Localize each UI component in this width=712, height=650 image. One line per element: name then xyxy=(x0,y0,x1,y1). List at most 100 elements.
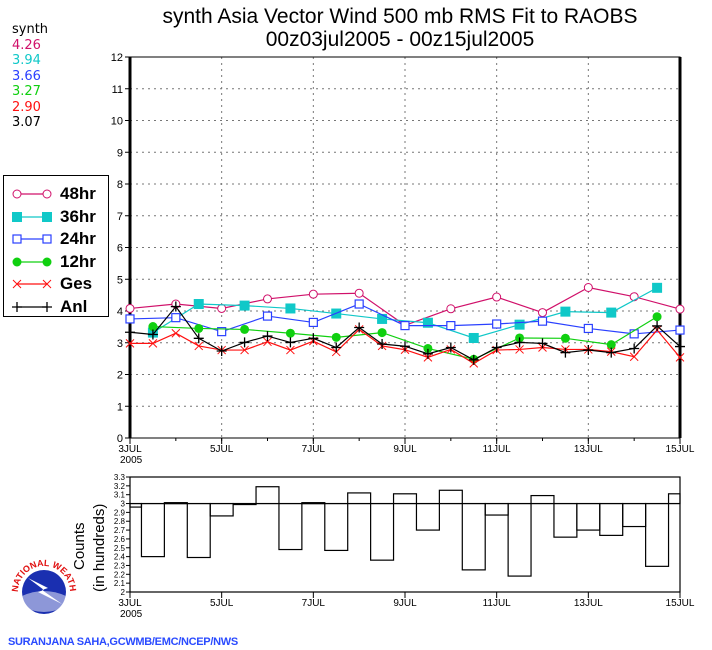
data-point-anl xyxy=(285,337,296,348)
data-point-ges xyxy=(263,337,272,347)
y-tick-label: 3.3 xyxy=(114,473,126,482)
data-point-48hr xyxy=(675,304,685,314)
data-point-48hr xyxy=(125,303,135,313)
y-tick-label: 6 xyxy=(117,243,123,255)
y-tick-label: 2 xyxy=(121,588,126,597)
legend-item-24hr: 24hr xyxy=(12,229,108,249)
data-point-12hr xyxy=(423,343,433,353)
data-point-24hr xyxy=(492,319,502,329)
data-point-ges xyxy=(629,352,639,362)
data-point-36hr xyxy=(606,307,617,318)
chart-title: synth Asia Vector Wind 500 mb RMS Fit to… xyxy=(162,5,637,28)
y-tick-label: 4 xyxy=(117,306,123,318)
legend-swatch xyxy=(12,234,52,244)
data-point-24hr xyxy=(675,325,685,335)
y-tick-label: 2.8 xyxy=(114,517,126,526)
stats-header: synth xyxy=(12,22,49,37)
legend-swatch xyxy=(12,257,52,266)
x-tick-label: 5JUL xyxy=(210,598,234,609)
data-point-anl xyxy=(331,342,342,353)
count-bar xyxy=(392,493,418,505)
data-point-12hr xyxy=(560,333,570,343)
data-point-24hr xyxy=(537,316,548,326)
y-axis-label: Counts xyxy=(71,522,88,570)
count-bar xyxy=(209,502,234,517)
count-bar xyxy=(530,494,555,505)
data-point-anl xyxy=(583,345,594,356)
y-axis-label-units: (in hundreds) xyxy=(91,504,108,592)
data-point-36hr xyxy=(422,317,433,328)
y-tick-label: 2.7 xyxy=(114,526,126,535)
data-point-48hr xyxy=(263,294,272,304)
legend-marker xyxy=(42,279,52,289)
data-point-36hr xyxy=(560,306,571,317)
legend-marker xyxy=(42,189,52,199)
count-bar xyxy=(667,493,681,505)
data-point-48hr xyxy=(446,304,456,314)
x-tick-label: 11JUL xyxy=(483,444,512,455)
count-bar xyxy=(186,502,211,559)
series-12hr xyxy=(148,312,662,364)
series-anl xyxy=(125,301,685,365)
credit-text: SURANJANA SAHA,GCWMB/EMC/NCEP/NWS xyxy=(8,636,238,648)
data-point-24hr xyxy=(171,313,181,323)
count-bar xyxy=(140,502,165,558)
legend-label: 12hr xyxy=(60,251,96,271)
count-bar xyxy=(438,489,463,505)
data-point-48hr xyxy=(583,283,593,293)
data-point-24hr xyxy=(125,314,135,324)
legend-item-ges: Ges xyxy=(12,274,108,294)
count-bar xyxy=(507,502,532,577)
stats-panel: synth 4.26 3.94 3.66 3.27 2.90 3.07 xyxy=(12,22,48,131)
data-point-24hr xyxy=(217,327,227,337)
legend-item-48hr: 48hr xyxy=(12,184,108,204)
y-tick-label: 2.2 xyxy=(114,570,126,579)
legend-marker xyxy=(12,189,22,199)
legend-marker xyxy=(12,211,22,222)
data-point-anl xyxy=(170,301,181,312)
stats-value: 3.27 xyxy=(12,84,41,99)
y-tick-label: 10 xyxy=(111,116,123,128)
legend-label: 36hr xyxy=(60,206,96,226)
x-tick-label: 7JUL xyxy=(302,598,326,609)
x-tick-label: 9JUL xyxy=(393,444,417,455)
stats-value: 2.90 xyxy=(12,99,41,115)
y-tick-label: 1 xyxy=(117,401,123,413)
x-tick-label: 9JUL xyxy=(393,598,417,609)
x-year-label: 2005 xyxy=(120,455,143,466)
count-bar xyxy=(370,502,395,561)
data-point-12hr xyxy=(285,328,295,338)
legend-marker xyxy=(12,301,22,312)
data-point-ges xyxy=(148,339,158,348)
stats-value: 4.26 xyxy=(12,37,41,53)
stats-value: 3.94 xyxy=(12,53,41,68)
data-point-36hr xyxy=(239,300,250,311)
data-point-48hr xyxy=(492,292,502,302)
data-point-36hr xyxy=(285,303,296,314)
plot-frame xyxy=(129,56,681,439)
y-tick-label: 2.3 xyxy=(114,561,126,570)
series-36hr xyxy=(147,282,663,343)
data-point-24hr xyxy=(262,311,273,321)
data-point-anl xyxy=(354,322,365,333)
y-tick-label: 9 xyxy=(117,147,123,159)
data-point-anl xyxy=(239,337,250,348)
count-bar xyxy=(576,502,601,531)
legend-label: Ges xyxy=(60,274,93,293)
y-tick-label: 2.9 xyxy=(114,508,126,517)
data-point-12hr xyxy=(148,322,158,332)
data-point-24hr xyxy=(400,321,410,331)
data-point-anl xyxy=(445,342,456,353)
legend-swatch xyxy=(12,301,52,312)
data-point-ges xyxy=(240,345,249,355)
data-point-anl xyxy=(629,343,640,354)
legend-label: 24hr xyxy=(60,229,96,248)
count-bar xyxy=(553,502,578,538)
legend-marker xyxy=(42,234,52,244)
count-bar xyxy=(347,492,372,505)
data-point-anl xyxy=(125,327,135,338)
legend-label: 48hr xyxy=(60,184,96,203)
data-point-anl xyxy=(537,338,548,349)
count-bar xyxy=(622,502,647,528)
